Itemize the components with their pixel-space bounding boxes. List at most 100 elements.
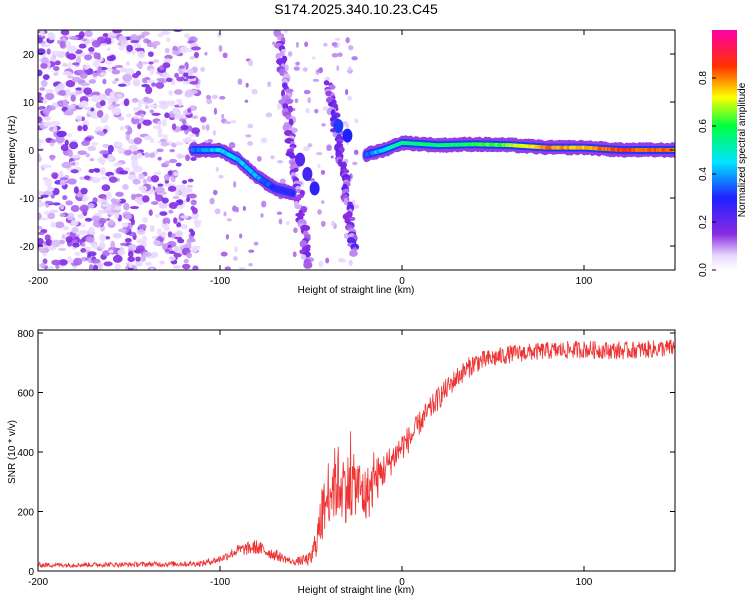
noise-speckle: [78, 31, 85, 39]
noise-speckle: [317, 209, 322, 215]
noise-speckle: [174, 246, 179, 253]
noise-speckle: [67, 178, 77, 185]
noise-speckle: [161, 197, 169, 204]
noise-speckle: [92, 264, 99, 270]
noise-speckle: [142, 235, 148, 242]
noise-speckle: [194, 222, 201, 229]
noise-speckle: [127, 126, 133, 135]
spectrogram-heatmap: [38, 30, 675, 270]
noise-speckle: [91, 40, 101, 48]
noise-speckle: [200, 66, 206, 73]
noise-speckle: [187, 178, 194, 183]
noise-speckle: [226, 218, 232, 222]
noise-speckle: [287, 105, 293, 113]
noise-speckle: [214, 208, 221, 215]
noise-speckle: [149, 138, 155, 143]
noise-speckle: [49, 209, 59, 214]
noise-speckle: [199, 116, 207, 123]
noise-speckle: [133, 106, 142, 112]
snr-x-tick-label: 100: [576, 577, 593, 588]
noise-speckle: [156, 148, 164, 153]
noise-speckle: [147, 51, 154, 57]
noise-speckle: [108, 176, 118, 183]
noise-speckle: [104, 37, 112, 42]
noise-speckle: [111, 80, 117, 85]
noise-speckle: [303, 89, 311, 95]
noise-speckle: [45, 238, 53, 247]
noise-speckle: [112, 30, 122, 34]
noise-speckle: [215, 166, 219, 172]
noise-speckle: [347, 95, 352, 101]
noise-speckle: [158, 100, 168, 105]
noise-speckle: [124, 81, 131, 86]
noise-speckle: [128, 262, 133, 269]
noise-speckle: [77, 125, 83, 132]
noise-speckle: [311, 56, 316, 60]
noise-speckle: [85, 235, 95, 243]
noise-speckle: [277, 160, 284, 164]
noise-speckle: [79, 204, 89, 213]
noise-speckle: [75, 115, 82, 122]
noise-speckle: [106, 55, 115, 62]
noise-speckle: [239, 233, 243, 239]
noise-speckle: [107, 144, 114, 153]
noise-speckle: [159, 260, 166, 265]
noise-speckle: [65, 200, 74, 206]
noise-speckle: [136, 152, 143, 159]
noise-speckle: [193, 51, 199, 59]
noise-speckle: [60, 30, 70, 36]
snr-x-tick-label: 0: [399, 577, 405, 588]
noise-speckle: [100, 43, 109, 47]
noise-speckle: [91, 243, 99, 250]
noise-speckle: [244, 99, 249, 103]
noise-speckle: [137, 123, 142, 130]
noise-speckle: [115, 142, 123, 148]
noise-speckle: [149, 104, 158, 108]
noise-speckle: [91, 91, 101, 96]
noise-speckle: [57, 247, 67, 252]
noise-speckle: [275, 52, 281, 60]
noise-speckle: [100, 176, 108, 180]
noise-speckle: [340, 259, 347, 263]
noise-speckle: [40, 217, 49, 221]
noise-speckle: [38, 263, 42, 269]
noise-speckle: [314, 108, 319, 114]
noise-speckle: [160, 141, 170, 147]
noise-speckle: [321, 123, 326, 127]
noise-speckle: [40, 262, 46, 269]
noise-speckle: [142, 178, 147, 185]
noise-speckle: [165, 77, 173, 83]
noise-speckle: [321, 200, 325, 205]
noise-speckle: [336, 65, 340, 72]
noise-speckle: [127, 256, 135, 263]
noise-speckle: [40, 44, 51, 48]
colorbar: 0.0 0.2 0.4 0.6 0.8 Normalized spectral ampl…: [698, 30, 748, 277]
noise-speckle: [204, 51, 208, 56]
noise-speckle: [42, 97, 48, 105]
noise-speckle: [351, 56, 358, 61]
noise-speckle: [294, 98, 299, 104]
noise-speckle: [191, 127, 201, 135]
noise-speckle: [163, 134, 168, 140]
noise-speckle: [188, 228, 194, 233]
snr-y-tick-label: 400: [17, 448, 34, 459]
noise-speckle: [67, 75, 74, 79]
noise-speckle: [353, 204, 360, 209]
noise-speckle: [191, 212, 199, 220]
noise-speckle: [43, 190, 54, 196]
noise-speckle: [270, 155, 275, 160]
spectrogram-x-tick-label: -200: [28, 276, 48, 287]
noise-speckle: [223, 211, 227, 217]
noise-speckle: [104, 236, 111, 240]
noise-speckle: [150, 175, 160, 183]
noise-speckle: [119, 170, 129, 175]
noise-speckle: [115, 93, 123, 98]
noise-speckle: [138, 173, 145, 180]
noise-speckle: [38, 111, 42, 117]
noise-speckle: [80, 187, 88, 195]
noise-speckle: [143, 135, 153, 141]
noise-speckle: [62, 99, 69, 108]
noise-speckle: [173, 217, 178, 224]
noise-speckle: [44, 178, 53, 187]
noise-speckle: [39, 30, 45, 37]
